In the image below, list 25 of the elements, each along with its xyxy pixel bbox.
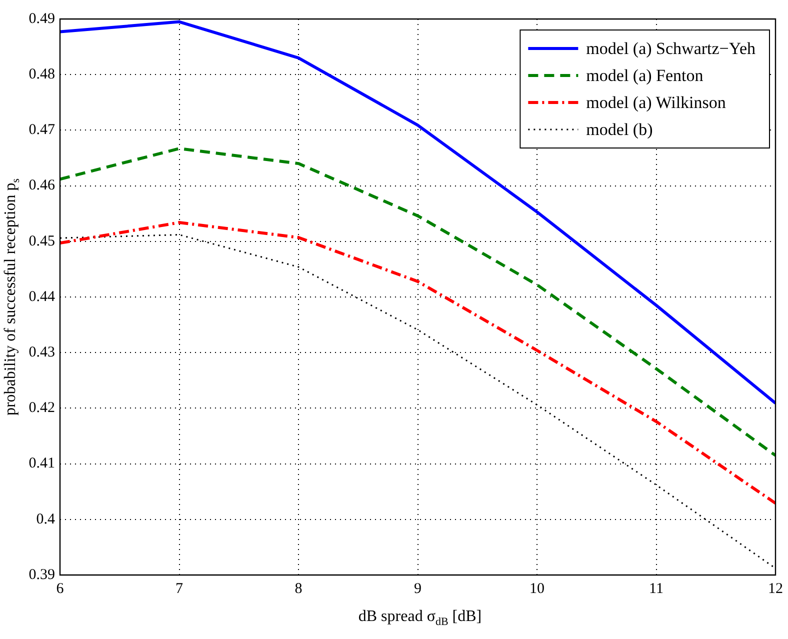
legend-label: model (b) bbox=[586, 120, 653, 139]
x-tick-label: 12 bbox=[768, 580, 783, 597]
y-tick-label: 0.45 bbox=[28, 233, 55, 250]
x-tick-label: 8 bbox=[294, 580, 302, 597]
y-tick-label: 0.44 bbox=[28, 288, 56, 305]
y-tick-label: 0.41 bbox=[28, 456, 55, 472]
legend-label: model (a) Schwartz−Yeh bbox=[586, 38, 756, 58]
line-series bbox=[60, 220, 776, 505]
y-tick-label: 0.49 bbox=[28, 10, 55, 27]
y-tick-label: 0.46 bbox=[28, 178, 56, 194]
y-tick-label: 0.48 bbox=[28, 66, 55, 83]
x-tick-label: 6 bbox=[56, 580, 64, 597]
x-axis-title: dB spread σ$_{dB}$ [dB] bbox=[358, 608, 482, 628]
line-series bbox=[60, 147, 776, 457]
x-tick-label: 7 bbox=[176, 580, 184, 597]
y-tick-label: 0.4 bbox=[36, 511, 56, 528]
legend-label: model (a) Fenton bbox=[586, 66, 704, 85]
y-tick-label: 0.43 bbox=[28, 344, 55, 361]
x-tick-label: 11 bbox=[649, 580, 664, 597]
y-tick-label: 0.39 bbox=[28, 566, 55, 583]
y-tick-label: 0.42 bbox=[28, 400, 55, 416]
legend-label: model (a) Wilkinson bbox=[586, 92, 726, 112]
x-tick-label: 9 bbox=[414, 580, 422, 597]
x-tick-label: 10 bbox=[530, 580, 544, 597]
y-tick-label: 0.47 bbox=[28, 122, 56, 138]
